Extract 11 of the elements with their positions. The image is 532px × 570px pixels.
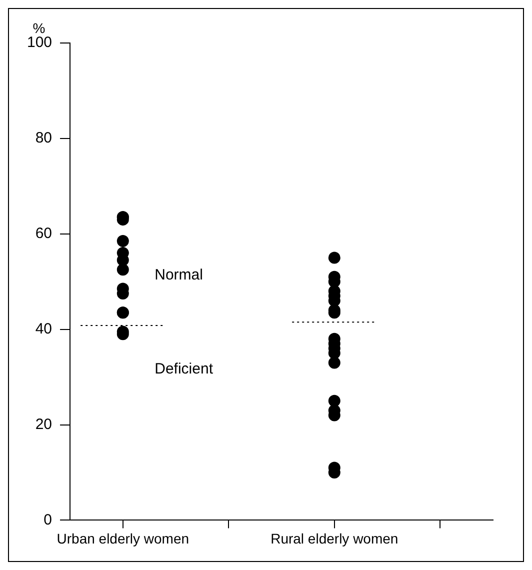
y-tick-label: 20 [35, 416, 52, 433]
y-axis-title: % [32, 20, 46, 36]
y-tick-label: 60 [35, 225, 52, 242]
annotation: Normal [154, 266, 203, 284]
y-tick-label: 40 [35, 320, 52, 338]
y-tick-label: 100 [26, 34, 52, 52]
y-tick-label: 80 [35, 130, 52, 147]
annotation: Deficient [154, 360, 214, 378]
x-tick-label: Urban elderly women [56, 530, 190, 546]
x-tick-label: Rural elderly women [270, 530, 398, 546]
y-tick-label: 0 [44, 511, 52, 528]
